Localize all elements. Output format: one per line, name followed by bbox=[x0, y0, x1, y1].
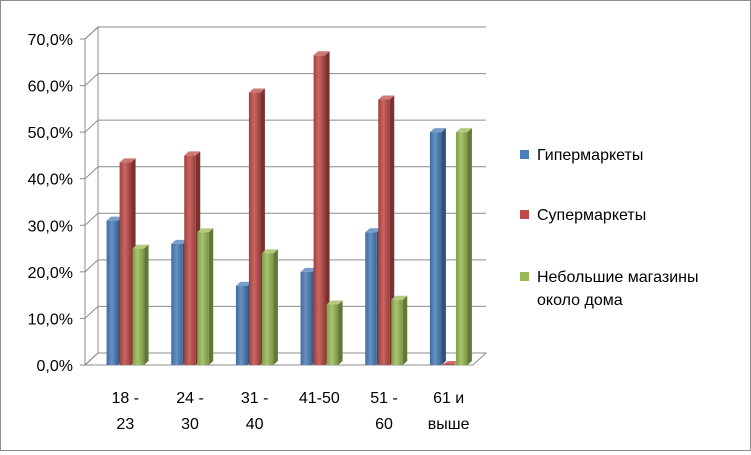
legend-entry: Супермаркеты bbox=[520, 207, 646, 224]
y-tick-label: 30,0% bbox=[28, 218, 73, 235]
back-wall-edge bbox=[97, 27, 486, 354]
legend-entry: Небольшие магазины около дома bbox=[520, 269, 698, 309]
x-tick-label: 23 bbox=[116, 416, 134, 433]
gridline bbox=[84, 352, 486, 366]
x-tick-label: 31 - bbox=[241, 390, 269, 407]
bar bbox=[132, 244, 149, 365]
gridline bbox=[84, 26, 486, 40]
bar bbox=[429, 128, 446, 365]
legend-entry: Гипермаркеты bbox=[520, 147, 643, 164]
legend: Гипермаркеты Супермаркеты Небольшие магази… bbox=[520, 147, 698, 309]
bar bbox=[261, 249, 278, 365]
x-axis-labels: 18 - 23 24 - 30 31 - 40 41-50 51 - 60 61 и выше bbox=[112, 390, 470, 433]
gridlines bbox=[84, 26, 486, 366]
x-tick-label: 41-50 bbox=[299, 390, 340, 407]
x-tick-label: 24 - bbox=[176, 390, 204, 407]
y-axis-ticks: 0,0% 10,0% 20,0% 30,0% 40,0% 50,0% 60,0% 70,0% bbox=[28, 32, 86, 375]
x-tick-label: 61 и bbox=[433, 390, 464, 407]
x-tick-label: 40 bbox=[246, 416, 264, 433]
bar bbox=[442, 361, 459, 365]
y-tick-label: 20,0% bbox=[28, 265, 73, 282]
x-tick-label: 60 bbox=[375, 416, 393, 433]
gridline bbox=[84, 305, 486, 319]
legend-swatch bbox=[520, 210, 529, 219]
gridline bbox=[84, 73, 486, 86]
legend-label: Супермаркеты bbox=[537, 207, 646, 224]
gridline bbox=[84, 166, 486, 180]
legend-swatch bbox=[520, 272, 529, 281]
gridline bbox=[84, 212, 486, 226]
bar bbox=[455, 128, 472, 365]
y-tick-label: 50,0% bbox=[28, 125, 73, 142]
x-tick-label: 18 - bbox=[112, 390, 140, 407]
y-tick-label: 10,0% bbox=[28, 311, 73, 328]
bar bbox=[378, 95, 395, 366]
bar bbox=[313, 51, 330, 366]
x-tick-label: выше bbox=[428, 416, 470, 433]
gridline bbox=[84, 119, 486, 133]
y-tick-label: 70,0% bbox=[28, 32, 73, 49]
legend-label: Гипермаркеты bbox=[537, 147, 643, 164]
bars bbox=[106, 51, 472, 366]
y-tick-label: 0,0% bbox=[37, 358, 73, 375]
gridline bbox=[84, 259, 486, 273]
y-tick-label: 60,0% bbox=[28, 79, 73, 96]
bar bbox=[197, 228, 214, 365]
x-tick-label: 30 bbox=[181, 416, 199, 433]
bar bbox=[326, 300, 343, 365]
legend-label: около дома bbox=[537, 292, 623, 309]
legend-label: Небольшие магазины bbox=[537, 269, 698, 286]
side-wall bbox=[84, 25, 99, 367]
y-tick-label: 40,0% bbox=[28, 172, 73, 189]
legend-swatch bbox=[520, 150, 529, 159]
x-tick-label: 51 - bbox=[370, 390, 398, 407]
bar bbox=[391, 295, 408, 365]
